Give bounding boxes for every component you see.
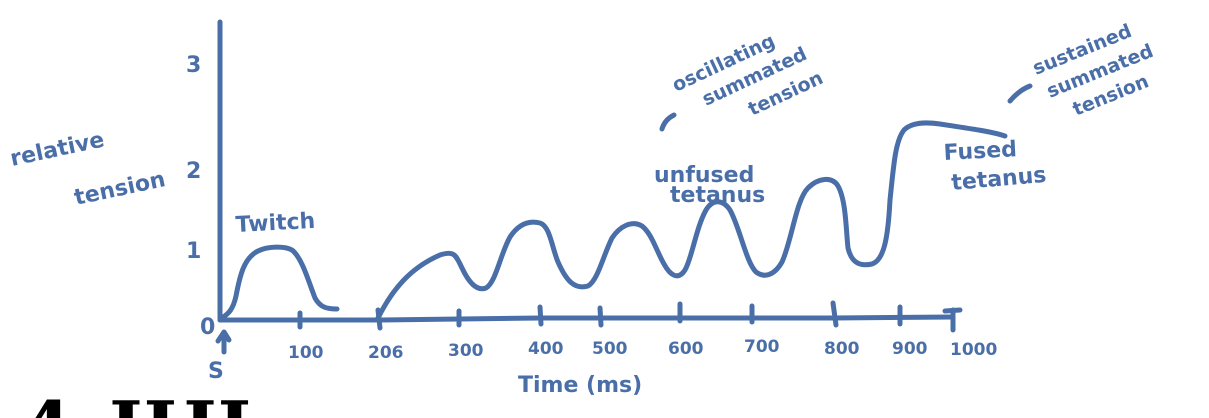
sustained-annotation-mark [1007, 83, 1033, 104]
y-tick-3: 3 [186, 53, 201, 78]
y-tick-2: 2 [186, 159, 201, 184]
svg-text:700: 700 [744, 337, 780, 357]
stimulus-arrow-icon [215, 329, 232, 355]
osc-annotation-mark [659, 112, 677, 132]
fused-label-line2: tetanus [950, 163, 1047, 196]
svg-text:600: 600 [668, 339, 704, 359]
svg-text:800: 800 [824, 339, 860, 359]
svg-text:1000: 1000 [950, 340, 997, 360]
x-axis [217, 314, 956, 323]
x-tick-labels: 100 206 300 400 500 600 700 800 900 1000 [288, 337, 997, 363]
svg-text:500: 500 [592, 339, 628, 359]
stimulus-label: S [208, 359, 224, 384]
summation-curve [375, 120, 1008, 321]
y-axis-title-line1: relative [8, 128, 107, 172]
y-axis-title-line2: tension [72, 167, 168, 211]
y-tick-0: 0 [200, 315, 215, 340]
y-tick-1: 1 [186, 239, 201, 264]
svg-text:900: 900 [892, 339, 928, 359]
svg-text:100: 100 [288, 343, 324, 363]
fused-label-line1: Fused [943, 137, 1018, 166]
twitch-curve [219, 244, 340, 321]
twitch-label: Twitch [235, 209, 316, 238]
cropped-heading: 4 HH [22, 392, 382, 418]
unfused-label-line2: tetanus [670, 183, 765, 208]
x-axis-title: Time (ms) [518, 373, 642, 398]
svg-text:206: 206 [368, 343, 404, 363]
svg-text:400: 400 [528, 339, 564, 359]
svg-text:300: 300 [448, 341, 484, 361]
unfused-label-line1: unfused [654, 163, 754, 188]
